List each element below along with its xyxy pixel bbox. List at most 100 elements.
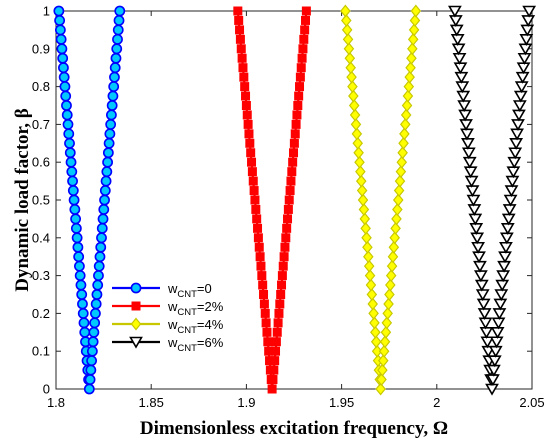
data-point (67, 185, 79, 196)
data-point (74, 260, 85, 272)
legend-label-main: w (167, 335, 178, 350)
series-3 (340, 4, 422, 396)
data-point (278, 261, 288, 271)
data-point (105, 119, 117, 130)
data-point (348, 89, 359, 103)
data-point (64, 147, 76, 159)
data-point (369, 316, 380, 330)
y-tick-label: 0.9 (32, 41, 50, 56)
data-point (362, 240, 373, 254)
data-point (245, 138, 255, 148)
data-point (292, 110, 302, 120)
data-point (377, 363, 388, 377)
x-tick-label: 1.95 (329, 395, 354, 410)
data-point (383, 297, 394, 311)
legend-marker (129, 336, 143, 349)
data-point (57, 52, 69, 64)
data-point (240, 82, 250, 92)
data-point (89, 317, 101, 329)
data-point (66, 166, 78, 178)
data-point (277, 280, 287, 290)
data-point (86, 355, 98, 367)
data-point (377, 354, 389, 368)
data-point (363, 259, 375, 273)
data-point (279, 252, 289, 262)
data-point (390, 221, 401, 235)
data-point (392, 203, 403, 216)
legend-label-main: w (167, 317, 178, 332)
data-point (290, 129, 300, 139)
data-point (235, 25, 245, 35)
data-point (270, 356, 280, 366)
data-point (358, 203, 370, 216)
data-point (348, 99, 360, 112)
data-point (284, 195, 294, 205)
data-point (281, 233, 291, 243)
series-4 (448, 5, 537, 396)
data-point (277, 271, 287, 281)
data-point (401, 99, 413, 112)
data-point (58, 62, 69, 74)
y-tick-label: 0 (43, 382, 50, 397)
data-point (243, 119, 253, 129)
data-point (236, 44, 246, 54)
data-point (114, 5, 126, 17)
data-point (254, 242, 264, 252)
legend-label-suffix: =0 (197, 281, 212, 296)
data-point (399, 127, 410, 141)
data-point (104, 128, 116, 140)
data-point (70, 222, 82, 234)
data-point (85, 364, 97, 376)
data-point (77, 307, 89, 319)
data-point (235, 34, 245, 44)
data-point (376, 373, 387, 386)
data-point (394, 174, 406, 188)
data-point (400, 117, 411, 131)
data-point (73, 251, 85, 263)
data-point (287, 167, 297, 177)
data-point (379, 335, 391, 349)
data-point (359, 212, 371, 226)
y-tick-label: 0.8 (32, 79, 50, 94)
data-point (102, 156, 113, 168)
y-tick-label: 0.1 (32, 344, 50, 359)
data-point (341, 14, 352, 27)
data-point (360, 221, 371, 235)
data-point (522, 5, 537, 18)
data-point (100, 175, 112, 187)
data-point (385, 278, 396, 292)
data-point (257, 271, 267, 281)
data-point (370, 325, 381, 339)
data-point (54, 15, 66, 26)
x-tick-label: 2.05 (519, 395, 544, 410)
data-point (409, 14, 421, 27)
data-point (88, 326, 100, 338)
data-point (255, 252, 265, 262)
data-point (344, 51, 356, 65)
data-point (367, 297, 378, 311)
x-tick-label: 1.85 (139, 395, 164, 410)
legend-entry: wCNT=0 (112, 281, 212, 300)
data-point (300, 25, 310, 35)
data-point (239, 72, 249, 82)
data-point (237, 53, 247, 63)
data-point (407, 42, 418, 56)
data-point (392, 193, 404, 207)
data-point (90, 307, 101, 319)
data-point (341, 23, 353, 37)
data-point (269, 365, 279, 375)
data-point (110, 52, 122, 64)
data-point (393, 184, 405, 197)
data-point (53, 5, 65, 17)
data-point (58, 71, 70, 83)
data-point (238, 63, 248, 73)
data-point (357, 193, 369, 207)
data-point (301, 6, 311, 16)
data-point (272, 327, 282, 337)
data-point (389, 231, 400, 245)
y-tick-label: 0.3 (32, 268, 50, 283)
data-point (380, 325, 392, 339)
data-point (96, 232, 107, 244)
legend-label-main: w (167, 299, 178, 314)
